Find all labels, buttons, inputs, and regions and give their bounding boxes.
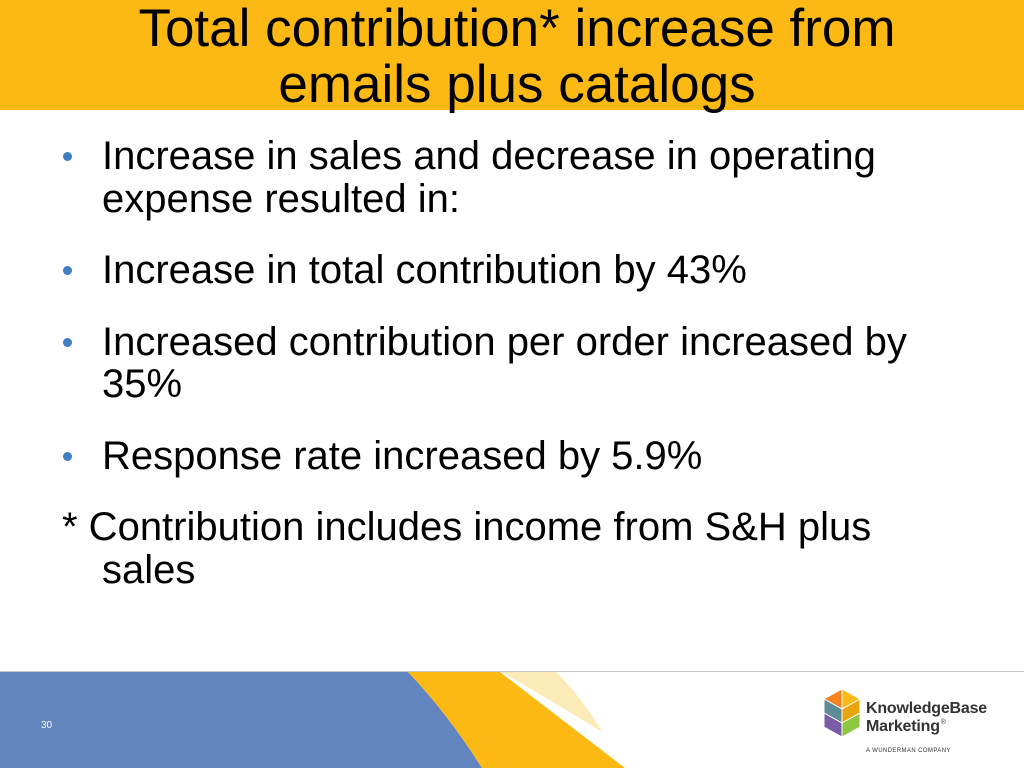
logo-tagline: A WUNDERMAN COMPANY [866, 748, 951, 754]
slide-body: Increase in sales and decrease in operat… [0, 135, 945, 591]
logo-wordmark-line1: KnowledgeBase [866, 700, 987, 717]
slide-title: Total contribution* increase from emails… [138, 0, 896, 114]
logo-wordmark: KnowledgeBase Marketing® A WUNDERMAN COM… [866, 700, 987, 755]
bullet-dot-icon [63, 152, 72, 161]
bullet-item: Response rate increased by 5.9% [0, 433, 945, 478]
bullet-item: Increase in sales and decrease in operat… [0, 135, 945, 220]
title-header-band [0, 0, 1024, 110]
logo-wordmark-line2: Marketing® [866, 718, 987, 739]
footer-pale-swoosh [502, 672, 602, 732]
bullet-text: Response rate increased by 5.9% [102, 433, 703, 478]
registered-mark: ® [940, 719, 946, 726]
bullet-text: Increase in sales and decrease in operat… [102, 134, 876, 221]
knowledgebase-marketing-logo: KnowledgeBase Marketing® A WUNDERMAN COM… [822, 686, 1012, 756]
bullet-dot-icon [63, 337, 72, 347]
footer-yellow-swoosh [408, 672, 625, 768]
footer-divider-line [0, 671, 1024, 672]
cube-logo-icon [823, 688, 861, 738]
bullet-text: Increase in total contribution by 43% [102, 248, 747, 292]
bullet-item: Increase in total contribution by 43% [0, 249, 945, 292]
bullet-dot-icon [63, 266, 72, 275]
bullet-dot-icon [63, 451, 72, 461]
page-number: 30 [41, 720, 53, 731]
footer-swoosh-graphic [0, 672, 625, 768]
footnote: * Contribution includes income from S&H … [62, 505, 872, 592]
cube-facet-green [841, 712, 861, 738]
bullet-text: Increased contribution per order increas… [102, 319, 907, 406]
bullet-item: Increased contribution per order increas… [0, 319, 945, 406]
logo-wordmark-marketing: Marketing [866, 718, 940, 735]
footer-blue-band [0, 672, 482, 768]
